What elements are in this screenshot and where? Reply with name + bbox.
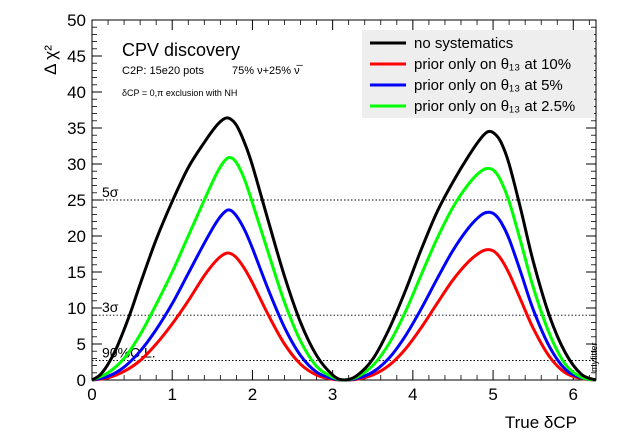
x-tick-label: 1	[167, 385, 176, 404]
legend-label-3: prior only on θ₁₃ at 2.5%	[414, 98, 575, 115]
reference-label: 5σ	[102, 184, 119, 200]
x-tick-label: 4	[408, 385, 417, 404]
y-tick-label: 30	[67, 155, 86, 174]
legend-label-2: prior only on θ₁₃ at 5%	[414, 77, 563, 94]
y-tick-label: 20	[67, 227, 86, 246]
y-tick-label: 15	[67, 263, 86, 282]
y-axis-label: Δ χ²	[41, 45, 60, 75]
x-tick-label: 5	[488, 385, 497, 404]
legend: no systematics prior only on θ₁₃ at 10% pr…	[362, 30, 594, 118]
y-tick-label: 35	[67, 119, 86, 138]
subtitle-exclusion: δCP = 0,π exclusion with NH	[122, 88, 237, 98]
series-line-0	[91, 116, 597, 382]
y-tick-label: 50	[67, 11, 86, 30]
y-tick-label: 5	[77, 335, 86, 354]
series-lines	[91, 116, 597, 382]
legend-box	[362, 30, 594, 118]
y-tick-label: 45	[67, 47, 86, 66]
y-tick-label: 0	[77, 371, 86, 390]
legend-label-1: prior only on θ₁₃ at 10%	[414, 56, 571, 73]
x-tick-label: 6	[569, 385, 578, 404]
y-tick-label: 40	[67, 83, 86, 102]
reference-label: 3σ	[102, 299, 119, 315]
x-tick-label: 0	[87, 385, 96, 404]
legend-label-0: no systematics	[414, 35, 513, 52]
subtitle-pots: C2P: 15e20 pots	[122, 65, 204, 77]
y-tick-label: 25	[67, 191, 86, 210]
chart-title: CPV discovery	[122, 40, 240, 60]
x-tick-label: 2	[248, 385, 257, 404]
subtitle-beam-mix: 75% ν+25% ν̅	[232, 65, 304, 77]
y-tick-label: 10	[67, 299, 86, 318]
x-axis-label: True δCP	[505, 413, 577, 432]
watermark: myfitter	[589, 342, 599, 372]
x-tick-label: 3	[328, 385, 337, 404]
